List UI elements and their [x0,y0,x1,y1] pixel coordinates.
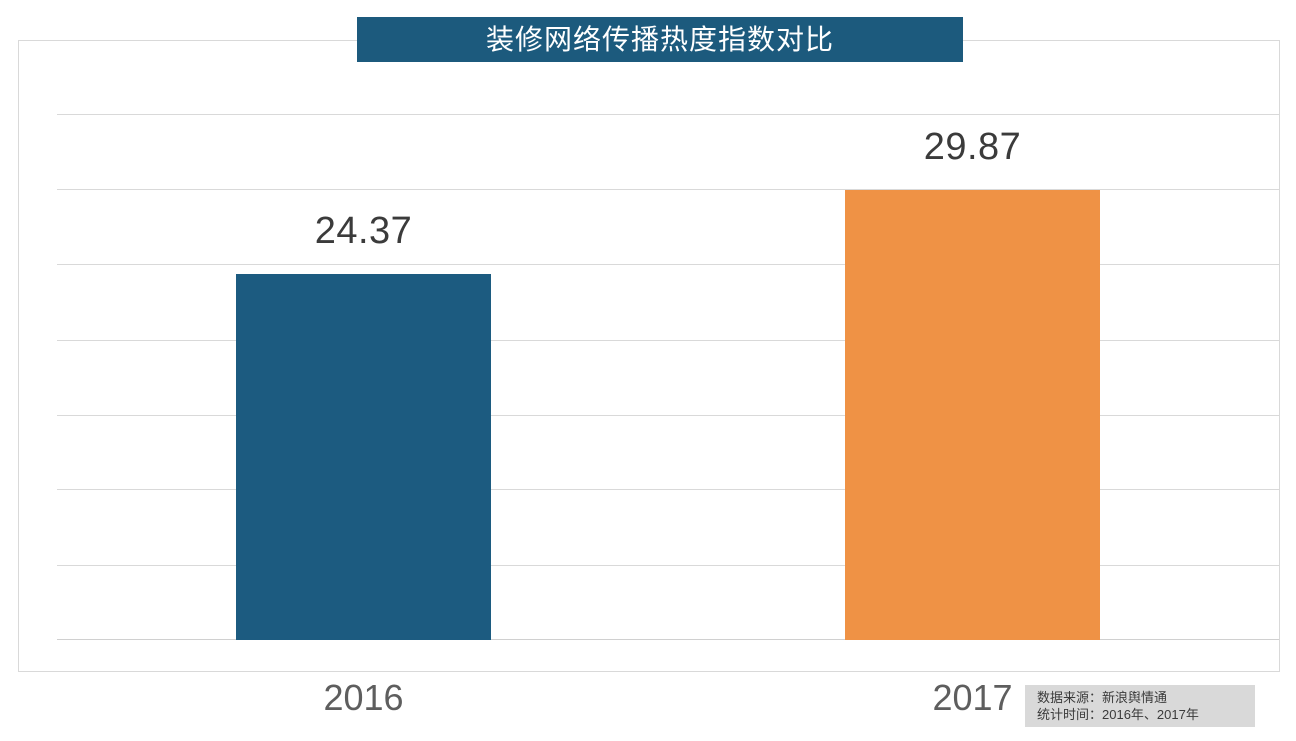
bar-2016[interactable] [236,274,491,640]
chart-title-banner: 装修网络传播热度指数对比 [357,17,963,62]
gridline-6 [57,489,1279,490]
source-note: 数据来源：新浪舆情通 统计时间：2016年、2017年 [1025,685,1255,727]
gridline-2 [57,189,1279,190]
data-label-2016: 24.37 [314,210,413,252]
bar-2017[interactable] [845,190,1100,640]
gridline-3 [57,264,1279,265]
gridline-4 [57,340,1279,341]
category-label-2017: 2017 [932,677,1013,718]
gridline-7 [57,565,1279,566]
source-note-line-1: 数据来源：新浪舆情通 [1037,690,1168,705]
chart-frame: 24.37 29.87 2016 2017 [18,40,1280,716]
gridline-5 [57,415,1279,416]
gridline-1 [57,114,1279,115]
plot-area [57,114,1279,640]
data-label-2017: 29.87 [923,126,1022,168]
category-label-2016: 2016 [323,677,404,718]
axis-baseline [57,639,1279,640]
chart-title: 装修网络传播热度指数对比 [485,23,834,55]
source-note-line-2: 统计时间：2016年、2017年 [1037,707,1199,722]
